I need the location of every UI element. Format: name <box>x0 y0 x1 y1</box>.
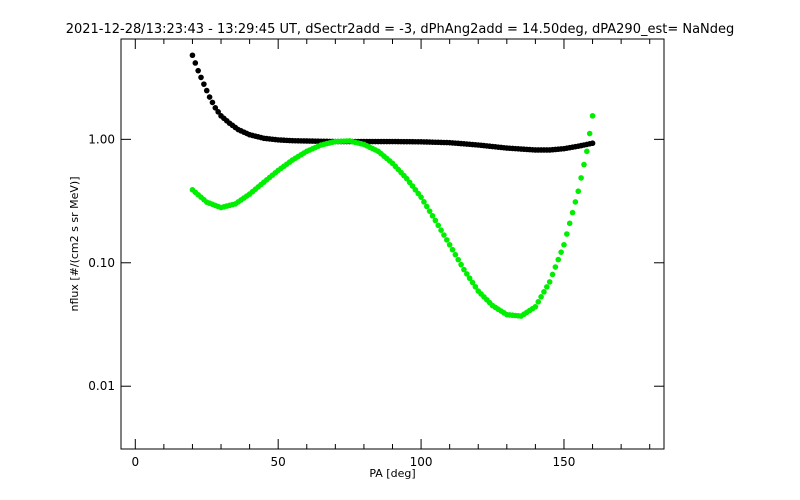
data-point <box>552 264 559 270</box>
plot-frame <box>120 38 665 450</box>
x-tick-label: 0 <box>131 455 139 469</box>
data-point <box>455 256 462 263</box>
data-point <box>432 217 439 224</box>
series-1 <box>189 52 596 153</box>
data-point <box>566 220 573 227</box>
data-point <box>544 284 550 290</box>
data-point <box>458 261 464 268</box>
data-point <box>538 294 544 300</box>
chart-title: 2021-12-28/13:23:43 - 13:29:45 UT, dSect… <box>66 22 735 37</box>
data-point <box>426 208 433 214</box>
x-tick-label: 50 <box>271 455 286 469</box>
data-point <box>575 188 582 195</box>
y-tick-label: 0.10 <box>88 256 115 270</box>
data-point <box>195 67 201 74</box>
data-point <box>212 105 219 111</box>
data-point <box>555 256 562 263</box>
data-point <box>423 203 430 210</box>
data-point <box>209 99 216 106</box>
data-point <box>441 232 447 238</box>
data-point <box>464 271 470 277</box>
data-point <box>535 299 542 305</box>
series-2 <box>189 113 596 319</box>
data-point <box>201 81 207 87</box>
data-point <box>444 237 450 243</box>
data-point <box>469 279 476 286</box>
data-point <box>584 148 590 155</box>
data-point <box>589 113 596 119</box>
data-point <box>421 199 427 205</box>
data-point <box>532 303 539 310</box>
data-point <box>435 222 442 229</box>
x-axis-label: PA [deg] <box>369 467 415 480</box>
data-point <box>206 94 213 100</box>
data-point <box>541 289 547 295</box>
data-point <box>452 251 459 258</box>
x-tick-label: 100 <box>410 455 433 469</box>
data-point <box>546 279 553 285</box>
data-point <box>446 241 453 248</box>
data-point <box>429 213 436 219</box>
data-point <box>549 271 556 278</box>
data-point <box>418 194 424 200</box>
data-point <box>561 241 567 248</box>
y-tick-label: 0.01 <box>88 379 115 393</box>
x-tick-label: 150 <box>553 455 576 469</box>
data-point <box>461 266 467 273</box>
data-point <box>589 140 596 147</box>
data-point <box>564 231 570 237</box>
data-point <box>192 60 199 66</box>
data-point <box>586 130 593 137</box>
data-point <box>472 283 479 290</box>
data-point <box>558 249 564 255</box>
data-point <box>189 52 196 59</box>
y-axis-label: nflux [#/(cm2 s sr MeV)] <box>68 177 81 312</box>
data-point <box>449 246 456 253</box>
data-point <box>578 175 584 181</box>
data-point <box>203 87 210 94</box>
data-point <box>438 227 444 233</box>
data-point <box>581 161 587 168</box>
y-tick-label: 1.00 <box>88 132 115 146</box>
data-point <box>198 74 204 81</box>
data-point <box>466 275 473 282</box>
data-point <box>215 109 221 115</box>
data-point <box>572 199 579 205</box>
data-point <box>569 209 576 216</box>
